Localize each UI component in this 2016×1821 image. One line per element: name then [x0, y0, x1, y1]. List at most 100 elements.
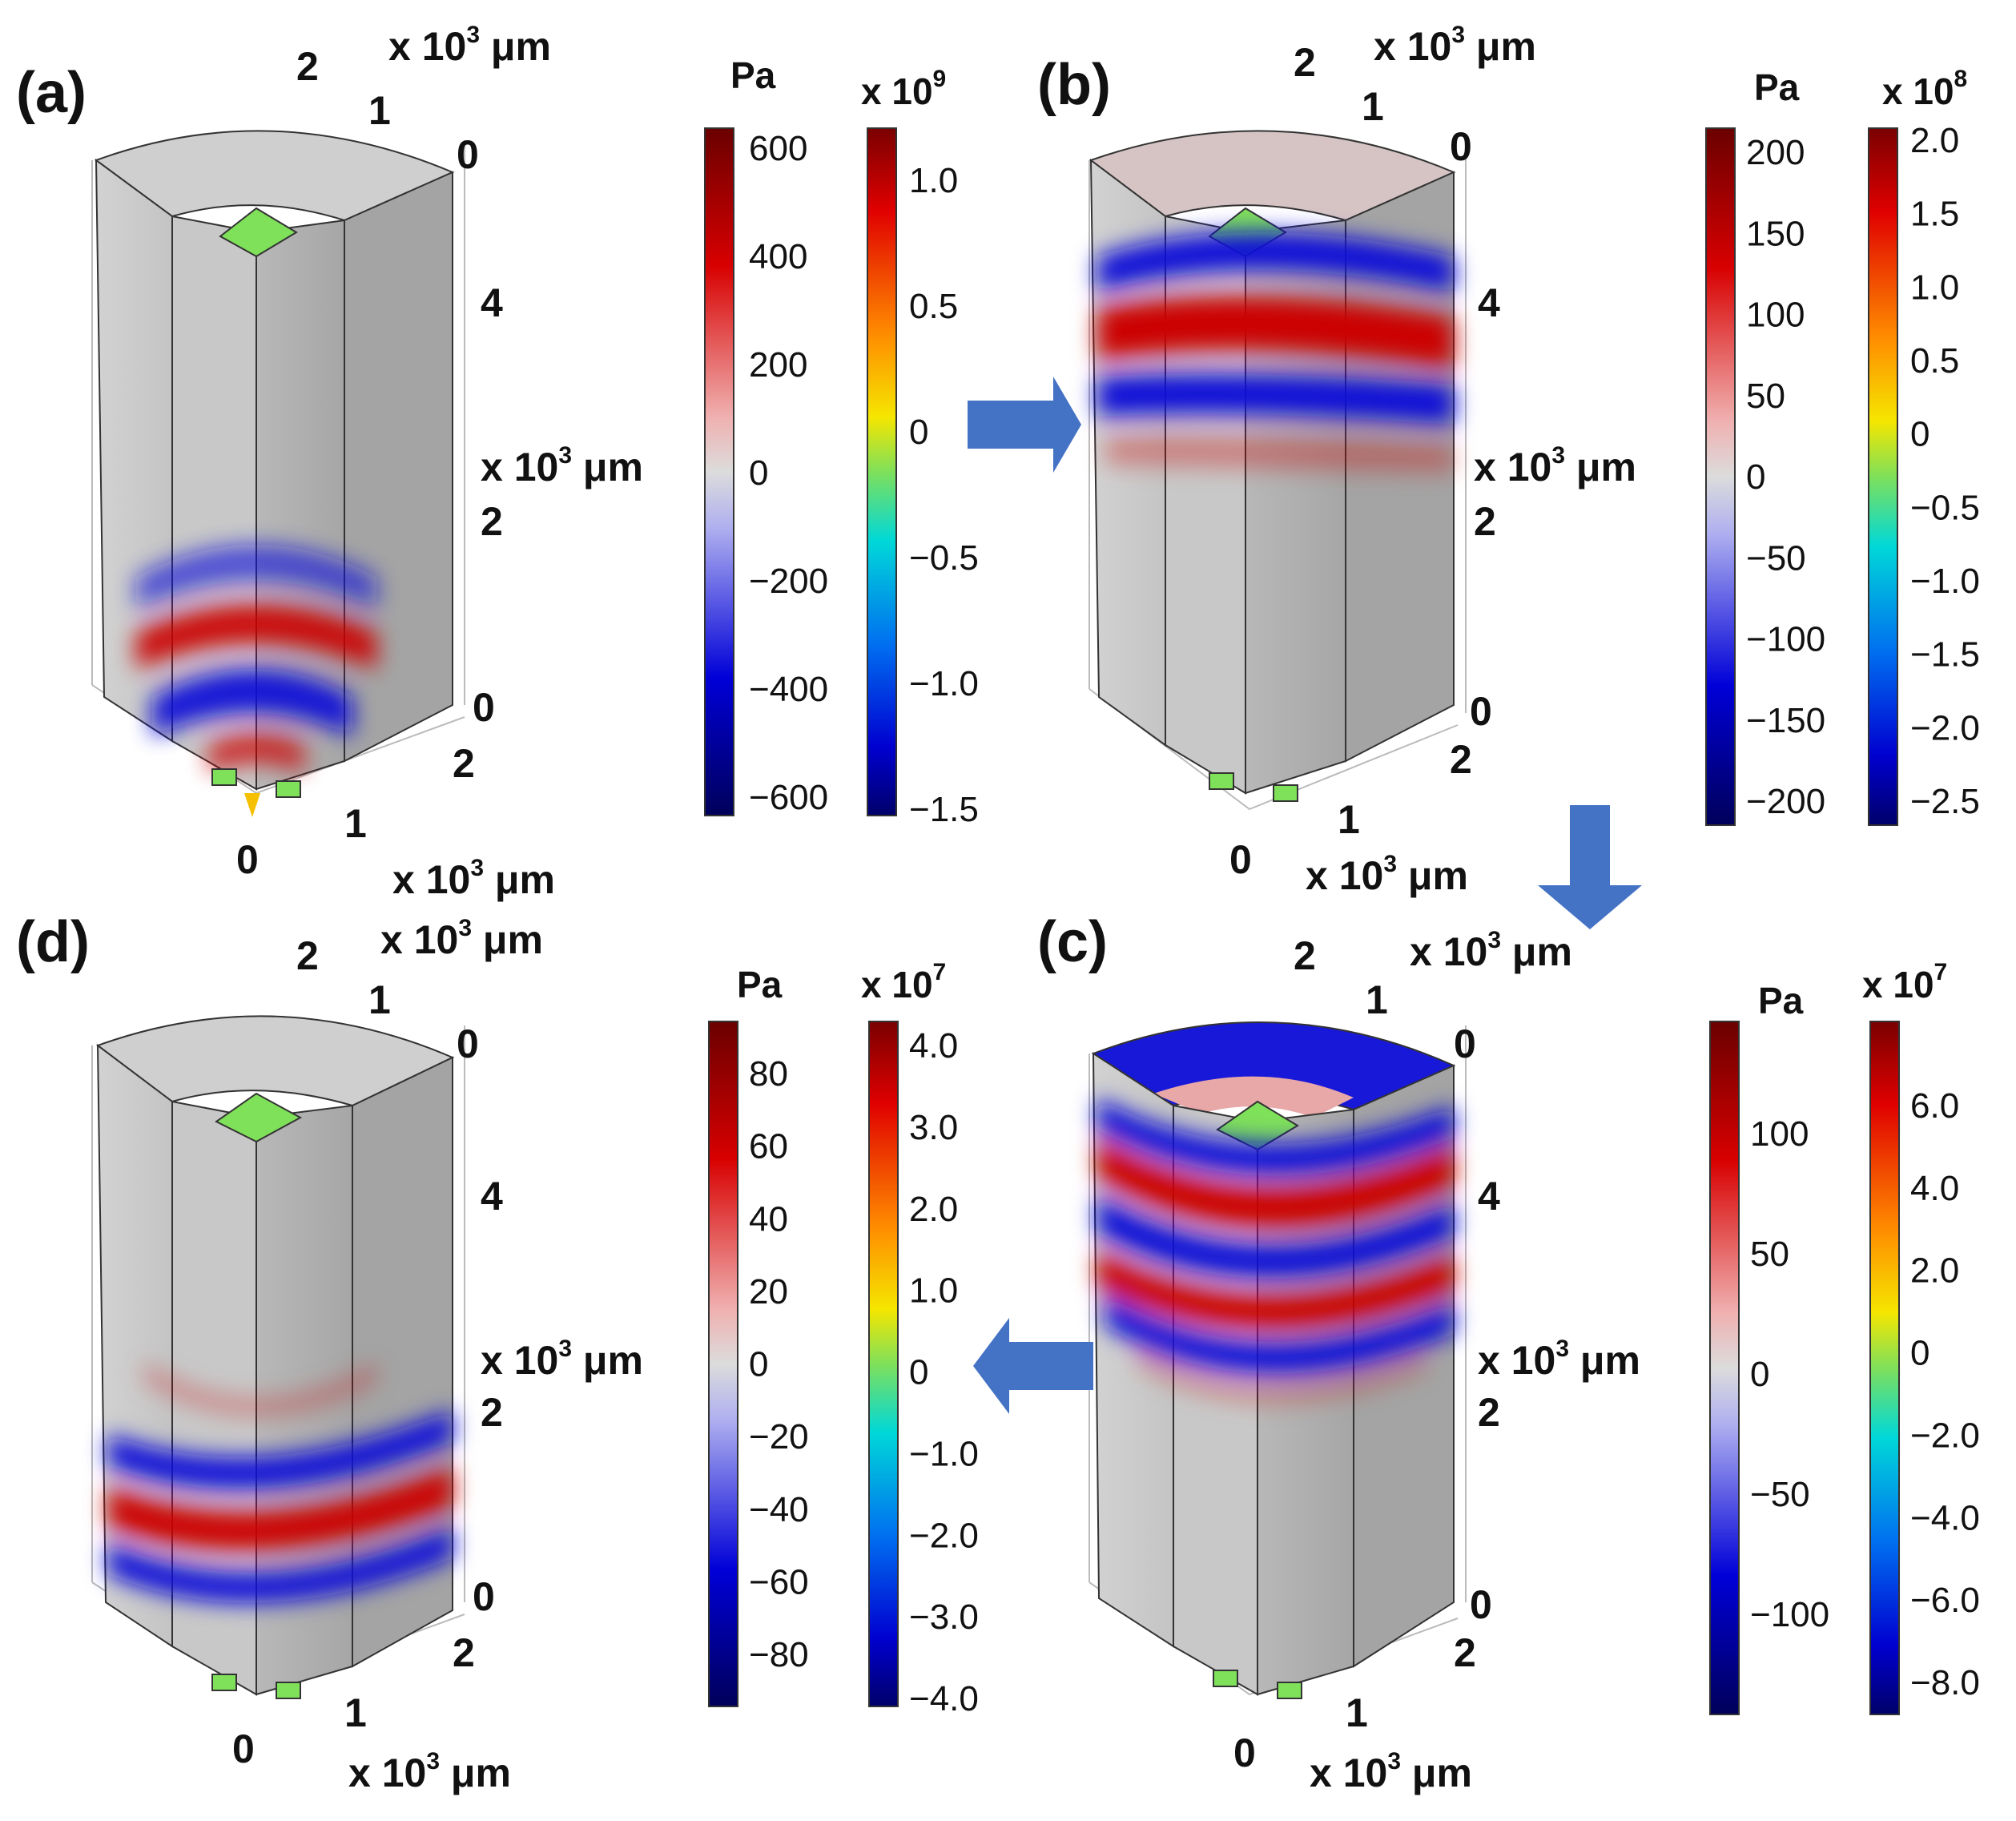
- colorbar-tick-label: 40: [749, 1199, 788, 1239]
- panel-a: (a) x 103 μm 2 1 0: [16, 22, 979, 902]
- colorbar-tick-label: 0: [749, 1345, 768, 1384]
- colorbar-tick-label: −200: [1746, 782, 1825, 821]
- colorbar-tick-label: 60: [749, 1127, 788, 1166]
- panel-c-scale-header: x 107: [1862, 959, 1947, 1005]
- panel-a-pa-label: Pa: [730, 54, 776, 96]
- colorbar-tick-label: 3.0: [909, 1108, 958, 1147]
- panel-a-scale-ticks: 1.0 0.5 0 −0.5 −1.0 −1.5: [909, 161, 979, 829]
- panel-a-bottom-tick: 1: [344, 801, 367, 846]
- panel-c-bottom-tick: 0: [1233, 1730, 1256, 1775]
- panel-d-pa-colorbar: Pa 80 60 40 20 0 −20 −40 −60 −80: [708, 964, 809, 1707]
- colorbar-tick-label: −2.0: [1910, 708, 1980, 747]
- colorbar-tick-label: 100: [1750, 1114, 1809, 1154]
- panel-a-top-tick: 2: [296, 44, 319, 89]
- colorbar-tick-label: −1.0: [1910, 562, 1980, 601]
- arrow-a-to-b: [968, 377, 1081, 473]
- colorbar-tick-label: −600: [749, 778, 828, 817]
- panel-c-top-unit: x 103 μm: [1410, 927, 1572, 974]
- panel-d-label: (d): [16, 910, 90, 974]
- panel-b-label: (b): [1037, 53, 1111, 117]
- colorbar-tick-label: −100: [1750, 1595, 1829, 1634]
- colorbar-tick-label: −0.5: [909, 538, 979, 578]
- panel-d-axis: x 103 μm 2 1 0 4 x 103 μm 2 0 2 1 0 x 10…: [232, 915, 643, 1795]
- colorbar-tick-label: −60: [749, 1562, 809, 1601]
- panel-d-body: [95, 1015, 455, 1699]
- panel-d-bottom-tick: 0: [232, 1726, 255, 1771]
- panel-b-body: [1088, 130, 1456, 802]
- colorbar-tick-label: 80: [749, 1054, 788, 1094]
- colorbar-tick-label: −3.0: [909, 1597, 979, 1637]
- panel-b-pa-label: Pa: [1754, 66, 1800, 108]
- colorbar-tick-label: −150: [1746, 701, 1825, 740]
- panel-a-side-tick: 0: [473, 685, 495, 730]
- colorbar-tick-label: 0: [749, 453, 768, 493]
- colorbar-tick-label: 200: [1746, 133, 1805, 172]
- panel-d-pa-ticks: 80 60 40 20 0 −20 −40 −60 −80: [749, 1054, 809, 1674]
- panel-a-label: (a): [16, 61, 87, 125]
- colorbar-tick-label: 2.0: [1910, 121, 1959, 160]
- colorbar-tick-label: −2.0: [909, 1516, 979, 1555]
- colorbar-tick-label: −1.5: [1910, 635, 1980, 675]
- panel-c-bottom-unit: x 103 μm: [1310, 1748, 1472, 1795]
- colorbar-tick-label: 0: [909, 1353, 928, 1392]
- panel-a-side-unit: x 103 μm: [481, 442, 643, 489]
- panel-d-bottom-tick: 1: [344, 1690, 367, 1735]
- panel-d-scale-ticks: 4.0 3.0 2.0 1.0 0 −1.0 −2.0 −3.0 −4.0: [909, 1026, 979, 1718]
- panel-d-top-unit: x 103 μm: [380, 915, 543, 962]
- colorbar-tick-label: −40: [749, 1490, 809, 1529]
- colorbar-tick-label: −0.5: [1910, 488, 1980, 527]
- panel-a-scale-header: x 109: [861, 66, 946, 112]
- colorbar-tick-label: 400: [749, 237, 807, 276]
- colorbar-tick-label: −4.0: [909, 1679, 979, 1718]
- colorbar-tick-label: 100: [1746, 296, 1805, 335]
- panel-c-bottom-tick: 1: [1346, 1690, 1368, 1735]
- panel-b-side-unit: x 103 μm: [1474, 442, 1636, 489]
- panel-d-scale-header: x 107: [861, 959, 946, 1005]
- panel-a-body: [94, 130, 455, 817]
- panel-d: (d) x 103 μm 2 1 0 4: [16, 910, 979, 1795]
- panel-a-bottom-unit: x 103 μm: [392, 855, 555, 902]
- panel-d-bottom-unit: x 103 μm: [348, 1748, 511, 1795]
- colorbar-tick-label: −20: [749, 1417, 809, 1456]
- panel-c-scale-ticks: 6.0 4.0 2.0 0 −2.0 −4.0 −6.0 −8.0: [1910, 1086, 1980, 1702]
- colorbar-tick-label: 6.0: [1910, 1086, 1959, 1126]
- panel-b-top-tick: 1: [1362, 84, 1384, 129]
- colorbar-tick-label: −4.0: [1910, 1498, 1980, 1537]
- panel-a-scale-colorbar: x 109 1.0 0.5 0 −0.5 −1.0 −1.5: [861, 66, 979, 829]
- colorbar-tick-label: 1.0: [909, 161, 958, 200]
- colorbar-tick-label: −200: [749, 562, 828, 601]
- panel-b-scale-ticks: 2.0 1.5 1.0 0.5 0 −0.5 −1.0 −1.5 −2.0 −2.5: [1910, 121, 1980, 821]
- panel-d-side-tick: 0: [473, 1574, 495, 1619]
- panel-a-side-tick: 4: [481, 280, 503, 325]
- colorbar-tick-label: 50: [1746, 377, 1785, 416]
- panel-b-top-tick: 2: [1294, 40, 1316, 85]
- panel-b-pa-ticks: 200 150 100 50 0 −50 −100 −150 −200: [1746, 133, 1825, 821]
- colorbar-tick-label: −50: [1750, 1475, 1810, 1514]
- panel-c-bottom-tick: 2: [1454, 1630, 1476, 1675]
- panel-a-axis: x 103 μm 2 1 0 4 x 103 μm 2 0 2 1 0 x 10…: [236, 22, 643, 902]
- panel-a-bottom-tick: 0: [236, 837, 259, 882]
- panel-c-scale-colorbar: x 107 6.0 4.0 2.0 0 −2.0 −4.0 −6.0 −8.0: [1862, 959, 1980, 1715]
- panel-d-side-tick: 4: [481, 1174, 503, 1219]
- panel-c-side-tick: 4: [1478, 1174, 1500, 1219]
- colorbar-tick-label: 0: [1910, 415, 1929, 454]
- panel-c-side-tick: 0: [1470, 1582, 1492, 1627]
- colorbar-tick-label: 0: [1750, 1355, 1769, 1394]
- panel-d-side-unit: x 103 μm: [481, 1336, 643, 1383]
- panel-c-pa-label: Pa: [1758, 980, 1804, 1021]
- colorbar-tick-label: 20: [749, 1272, 788, 1311]
- colorbar-tick-label: −2.0: [1910, 1416, 1980, 1455]
- panel-c-side-unit: x 103 μm: [1478, 1336, 1640, 1383]
- panel-a-side-tick: 2: [481, 499, 503, 544]
- panel-a-top-unit: x 103 μm: [388, 22, 551, 69]
- panel-c-label: (c): [1037, 910, 1108, 974]
- colorbar-tick-label: 1.5: [1910, 195, 1959, 234]
- panel-c-top-tick: 2: [1294, 933, 1316, 978]
- panel-c-pa-colorbar: Pa 100 50 0 −50 −100: [1709, 980, 1829, 1715]
- colorbar-tick-label: −1.0: [909, 1434, 979, 1473]
- panel-a-pa-ticks: 600 400 200 0 −200 −400 −600: [749, 129, 828, 817]
- colorbar-tick-label: 600: [749, 129, 807, 168]
- panel-c-body: [1091, 1021, 1456, 1699]
- panel-b-bottom-tick: 0: [1229, 837, 1252, 882]
